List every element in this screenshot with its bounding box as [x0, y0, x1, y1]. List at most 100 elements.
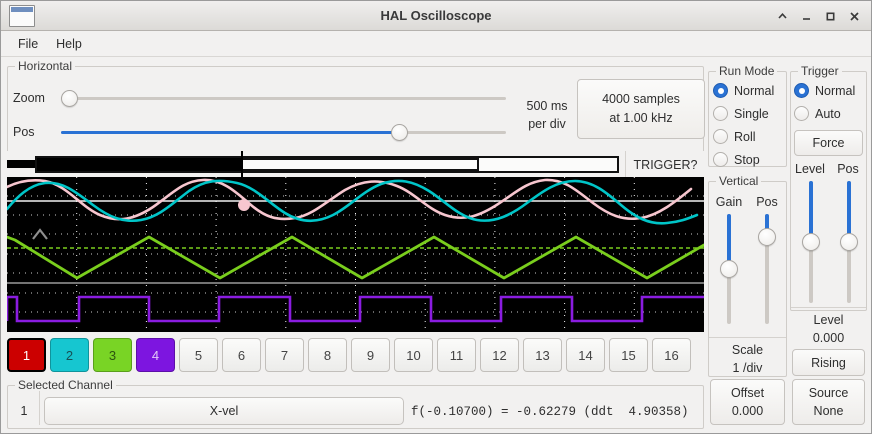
vertical-offset-caption: Offset: [730, 386, 765, 400]
channel-button-13[interactable]: 13: [523, 338, 562, 372]
trigger-normal-label: Normal: [815, 83, 856, 98]
horizontal-pos-slider-handle[interactable]: [390, 124, 408, 141]
run-mode-single[interactable]: Single: [713, 106, 769, 121]
zoom-slider-handle[interactable]: [61, 90, 78, 107]
shade-button[interactable]: [771, 5, 793, 27]
channel-button-16[interactable]: 16: [652, 338, 691, 372]
minimize-button[interactable]: [795, 5, 817, 27]
close-button[interactable]: [843, 5, 865, 27]
trigger-source-button[interactable]: Source None: [792, 379, 865, 425]
menu-file[interactable]: File: [18, 36, 39, 51]
trace-y-vel: [7, 179, 699, 225]
menu-help[interactable]: Help: [56, 36, 82, 51]
channel-button-7[interactable]: 7: [265, 338, 304, 372]
channel-button-5[interactable]: 5: [179, 338, 218, 372]
trigger-pos-slider[interactable]: [839, 181, 859, 303]
signal-value-readout: f(-0.10700) = -0.62279 (ddt 4.90358): [411, 405, 689, 419]
zoom-row: Zoom: [13, 89, 513, 107]
channel-button-12[interactable]: 12: [480, 338, 519, 372]
vertical-offset-button[interactable]: Offset 0.000: [710, 379, 785, 425]
selected-channel-label: Selected Channel: [15, 378, 116, 392]
channel-button-10[interactable]: 10: [394, 338, 433, 372]
trigger-mode-auto[interactable]: Auto: [794, 106, 841, 121]
zoom-slider[interactable]: [61, 89, 506, 107]
channel-button-8[interactable]: 8: [308, 338, 347, 372]
sample-count: 4000 samples: [602, 92, 680, 106]
menu-bar: File Help: [1, 31, 871, 57]
vertical-divider: [709, 337, 786, 338]
window-icon: [9, 5, 35, 27]
channel-button-label: 9: [366, 347, 375, 363]
timebase-value: 500 ms: [526, 99, 568, 113]
run-mode-single-label: Single: [734, 106, 769, 121]
radio-indicator-on: [713, 83, 728, 98]
channel-button-1[interactable]: 1: [7, 338, 46, 372]
horizontal-pos-slider[interactable]: [61, 123, 506, 141]
channel-button-label: 14: [578, 347, 593, 363]
horizontal-extent-bar[interactable]: [7, 151, 704, 177]
window-title: HAL Oscilloscope: [380, 8, 492, 23]
channel-button-label: 11: [449, 347, 464, 363]
vertical-scale-caption: Scale: [731, 343, 764, 357]
channel-button-11[interactable]: 11: [437, 338, 476, 372]
trigger-level-slider-label: Level: [795, 162, 825, 176]
run-mode-stop-label: Stop: [734, 152, 760, 167]
radio-indicator-off: [713, 152, 728, 167]
trigger-mode-normal[interactable]: Normal: [794, 83, 855, 98]
channel-button-15[interactable]: 15: [609, 338, 648, 372]
vertical-gain-handle[interactable]: [720, 260, 738, 278]
channel-button-label: 7: [280, 347, 289, 363]
title-bar: HAL Oscilloscope: [1, 1, 871, 31]
channel-button-label: 5: [194, 347, 203, 363]
force-trigger-button[interactable]: Force: [794, 130, 863, 156]
trigger-divider: [791, 307, 866, 308]
run-mode-stop[interactable]: Stop: [713, 152, 760, 167]
run-mode-roll[interactable]: Roll: [713, 129, 756, 144]
selected-channel-number: 1: [20, 404, 28, 418]
trigger-pos-slider-label: Pos: [837, 162, 859, 176]
vertical-pos-slider[interactable]: [757, 214, 777, 324]
trigger-pos-fill: [847, 181, 851, 242]
vertical-gain-slider[interactable]: [719, 214, 739, 324]
channel-button-2[interactable]: 2: [50, 338, 89, 372]
vertical-group: Vertical: [708, 174, 787, 377]
scope-display[interactable]: X-vel 1 /div Y-vel 1 /div siggen.0.trian…: [7, 177, 704, 332]
trigger-group-label: Trigger: [798, 64, 842, 78]
vertical-pos-handle[interactable]: [758, 227, 776, 246]
trace-siggen-square: [7, 295, 704, 323]
trigger-level-handle[interactable]: [802, 233, 820, 251]
radio-indicator-off: [794, 106, 809, 121]
channel-button-label: 4: [151, 347, 160, 363]
maximize-button[interactable]: [819, 5, 841, 27]
sample-rate-button[interactable]: 4000 samples at 1.00 kHz: [577, 79, 705, 139]
channel-button-6[interactable]: 6: [222, 338, 261, 372]
channel-button-3[interactable]: 3: [93, 338, 132, 372]
run-mode-roll-label: Roll: [734, 129, 756, 144]
vertical-group-label: Vertical: [716, 174, 762, 188]
cursor-dot: [238, 199, 250, 211]
extent-bar-trigger-tick: [241, 151, 243, 177]
trigger-level-fill: [809, 181, 813, 242]
trigger-level-slider[interactable]: [801, 181, 821, 303]
channel-button-14[interactable]: 14: [566, 338, 605, 372]
trigger-edge-button[interactable]: Rising: [792, 349, 865, 376]
vertical-pos-label: Pos: [756, 195, 778, 209]
signal-name-button[interactable]: X-vel: [44, 397, 404, 425]
timebase-unit: per div: [528, 117, 566, 131]
horizontal-pos-label: Pos: [13, 125, 35, 139]
run-mode-group: Run Mode: [708, 64, 787, 167]
radio-indicator-on: [794, 83, 809, 98]
channel-button-9[interactable]: 9: [351, 338, 390, 372]
timebase-readout[interactable]: 500 ms per div: [517, 97, 577, 133]
channel-button-label: 2: [65, 347, 74, 363]
trigger-status: TRIGGER?: [625, 151, 705, 177]
channel-button-label: 15: [621, 347, 636, 363]
run-mode-normal[interactable]: Normal: [713, 83, 774, 98]
horizontal-group-label: Horizontal: [15, 59, 76, 73]
trigger-source-caption: Source: [808, 386, 849, 400]
channel-button-4[interactable]: 4: [136, 338, 175, 372]
trigger-pos-handle[interactable]: [840, 233, 858, 251]
extent-bar-window[interactable]: [241, 158, 479, 171]
trigger-level-value: 0.000: [812, 331, 845, 345]
